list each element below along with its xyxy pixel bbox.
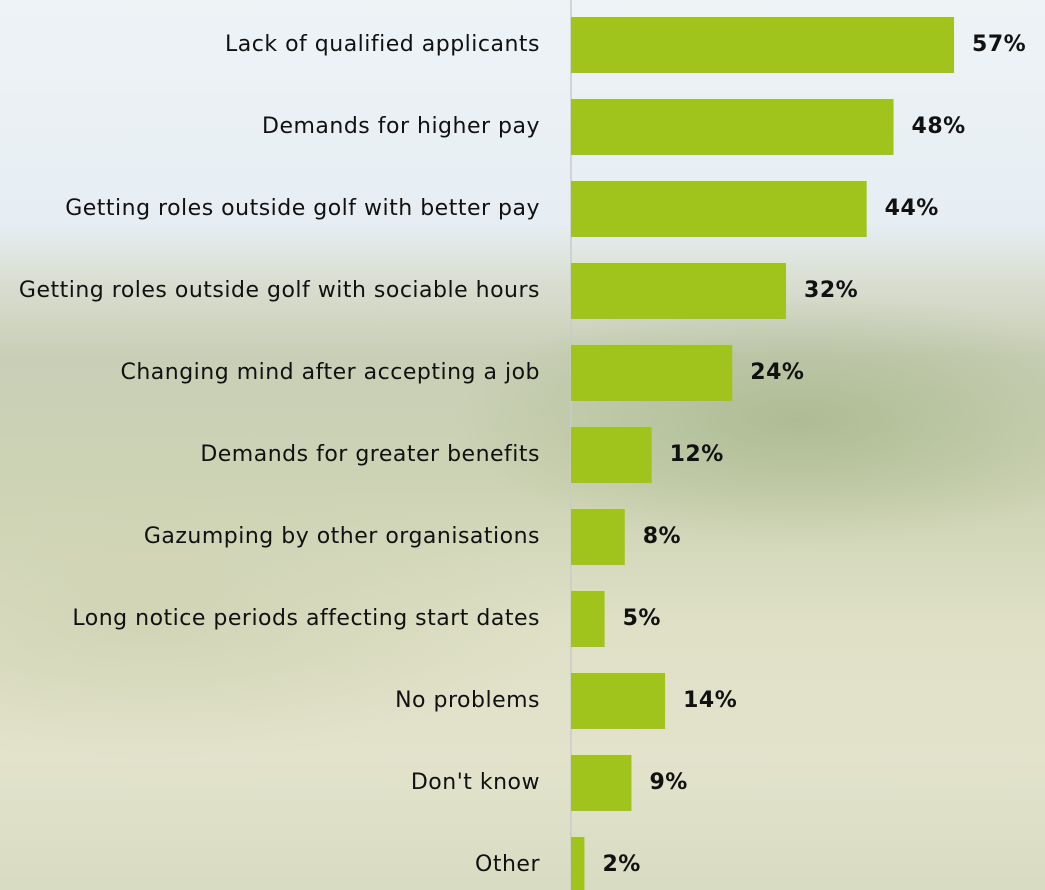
bar	[571, 755, 632, 811]
category-label: Long notice periods affecting start date…	[72, 606, 540, 631]
bar	[571, 837, 585, 890]
category-label: Changing mind after accepting a job	[120, 360, 540, 385]
category-label: Demands for greater benefits	[200, 442, 540, 467]
value-label: 2%	[602, 852, 640, 877]
category-label: Getting roles outside golf with sociable…	[18, 278, 540, 303]
category-label: Lack of qualified applicants	[225, 32, 540, 57]
category-label: Gazumping by other organisations	[143, 524, 540, 549]
value-label: 44%	[885, 196, 939, 221]
category-label: Don't know	[410, 770, 540, 795]
value-label: 12%	[670, 442, 724, 467]
value-label: 48%	[912, 114, 966, 139]
bar	[571, 17, 955, 73]
value-label: 8%	[643, 524, 681, 549]
bar	[571, 427, 652, 483]
value-label: 5%	[623, 606, 661, 631]
category-label: No problems	[395, 688, 540, 713]
bar	[571, 181, 867, 237]
bar	[571, 591, 605, 647]
value-label: 9%	[649, 770, 687, 795]
bar	[571, 509, 625, 565]
value-label: 57%	[972, 32, 1026, 57]
bar	[571, 673, 666, 729]
category-label: Other	[475, 852, 540, 877]
bar	[571, 345, 733, 401]
category-label: Getting roles outside golf with better p…	[65, 196, 540, 221]
value-label: 32%	[804, 278, 858, 303]
value-label: 24%	[750, 360, 804, 385]
category-label: Demands for higher pay	[262, 114, 540, 139]
value-label: 14%	[683, 688, 737, 713]
bar	[571, 99, 894, 155]
bar	[571, 263, 787, 319]
